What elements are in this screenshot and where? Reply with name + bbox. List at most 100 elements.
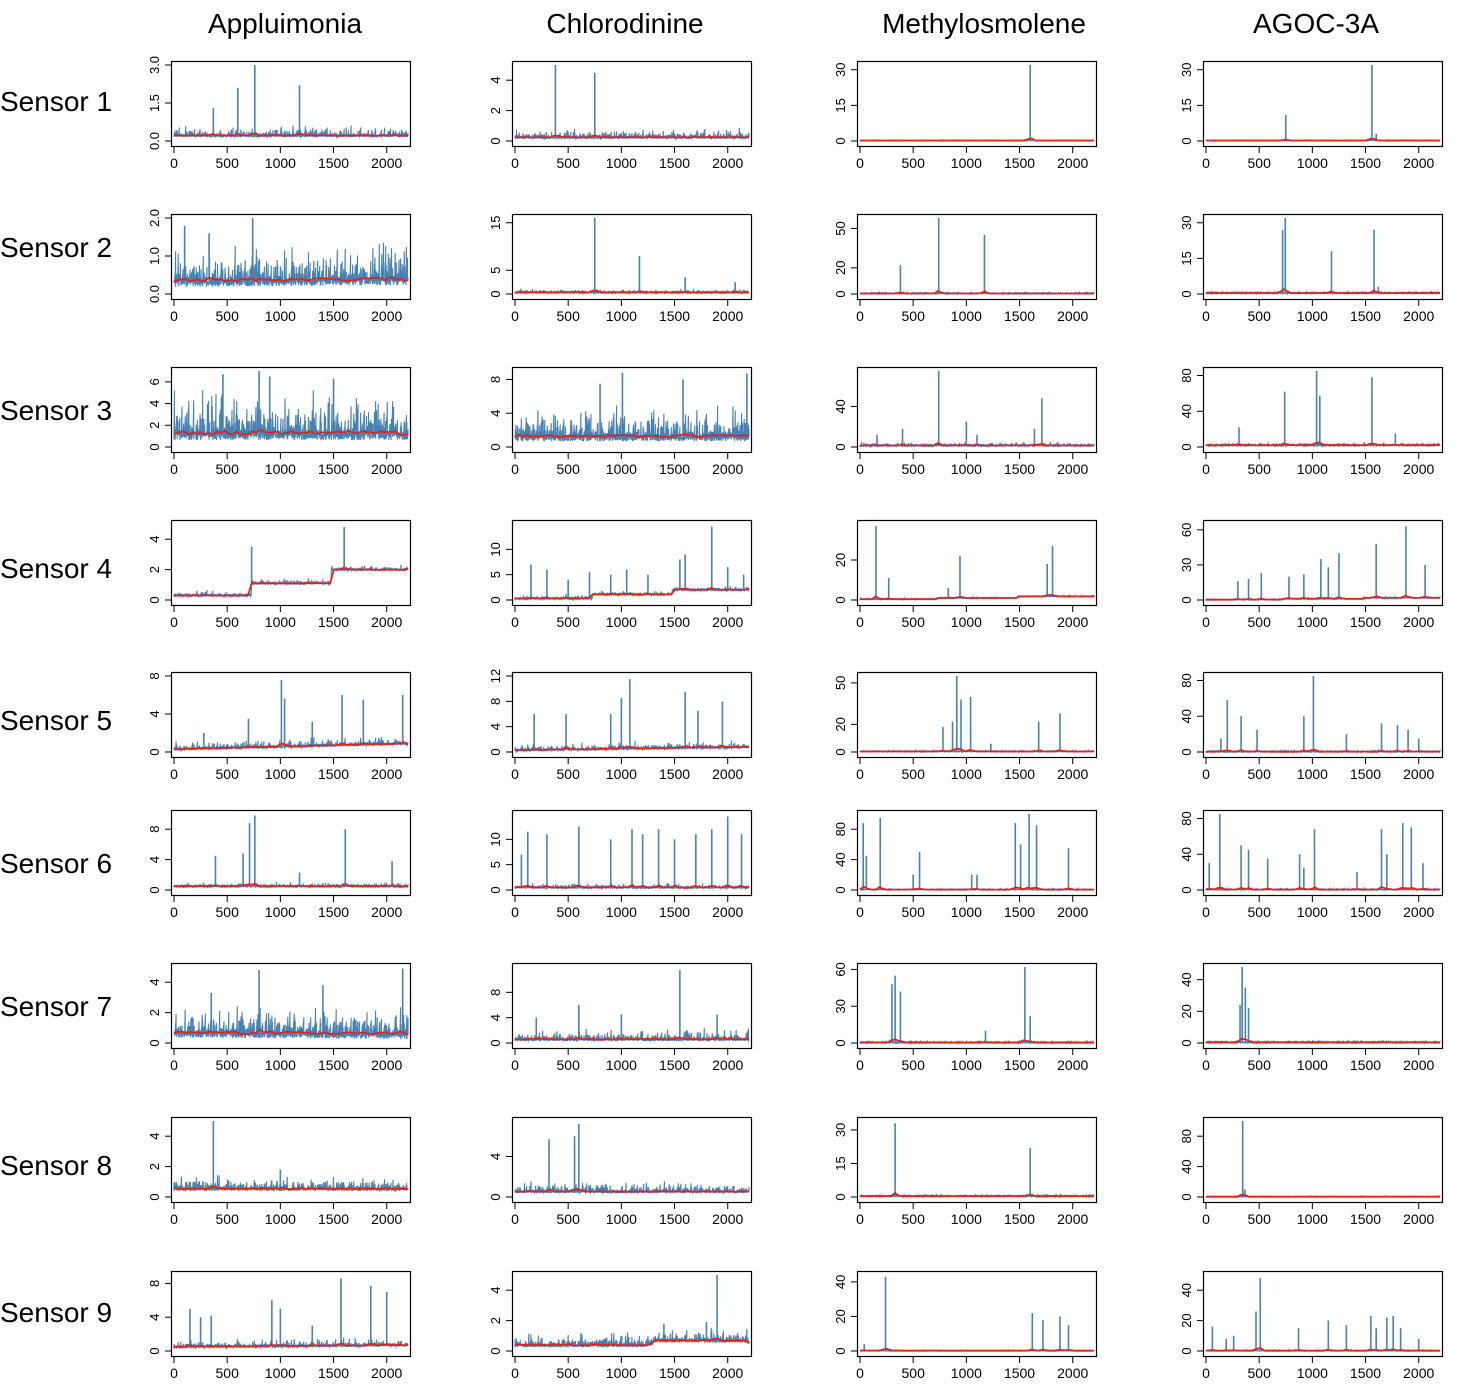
y-tick-label: 0 [1179, 443, 1194, 450]
x-tick-label: 2000 [712, 1365, 743, 1381]
x-tick-label: 1000 [1297, 1211, 1328, 1227]
y-tick-label: 2 [147, 566, 162, 573]
x-tick-label: 1500 [1350, 766, 1381, 782]
panel-frame [1202, 519, 1444, 607]
x-tick-label: 0 [1202, 1211, 1210, 1227]
x-tick-label: 2000 [1403, 461, 1434, 477]
x-tick-label: 1500 [659, 1211, 690, 1227]
column-header: Appluimonia [207, 8, 363, 39]
x-tick-label: 0 [170, 766, 178, 782]
line-panel: 0 15 30 0 500 1000 1500 2000 [833, 60, 1098, 171]
panel-frame [170, 213, 412, 301]
x-tick-label: 1500 [318, 155, 349, 171]
panel-frame [511, 60, 753, 148]
y-tick-label: 15 [488, 216, 503, 230]
y-tick-label: 40 [833, 1275, 848, 1289]
x-tick-label: 0 [856, 904, 864, 920]
line-panel: 0 20 40 0 500 1000 1500 2000 [1179, 1270, 1444, 1381]
y-tick-label: 40 [833, 852, 848, 866]
line-panel: 0.0 1.0 2.0 0 500 1000 1500 2000 [147, 209, 412, 324]
y-tick-label: 30 [833, 999, 848, 1013]
x-tick-label: 2000 [1057, 1211, 1088, 1227]
x-tick-label: 500 [1248, 614, 1272, 630]
y-tick-label: 0 [488, 443, 503, 450]
x-tick-label: 1000 [606, 1057, 637, 1073]
smoothed-series-line [1205, 748, 1440, 753]
y-tick-label: 4 [488, 1287, 503, 1294]
x-tick-label: 1000 [606, 766, 637, 782]
x-tick-label: 1000 [1297, 1365, 1328, 1381]
panel-frame [1202, 809, 1444, 897]
y-tick-label: 1.5 [147, 94, 162, 112]
x-tick-label: 1000 [265, 308, 296, 324]
x-tick-label: 500 [902, 308, 926, 324]
line-panel: 0 4 8 0 500 1000 1500 2000 [147, 671, 412, 782]
smoothed-series-line [514, 433, 750, 439]
x-tick-label: 2000 [1057, 766, 1088, 782]
y-tick-label: 0 [147, 886, 162, 893]
y-tick-label: 0 [1179, 1039, 1194, 1046]
x-tick-label: 1500 [1004, 461, 1035, 477]
x-tick-label: 1000 [606, 1211, 637, 1227]
x-tick-label: 1000 [606, 308, 637, 324]
x-tick-label: 1500 [659, 1365, 690, 1381]
y-tick-label: 2 [147, 1009, 162, 1016]
x-tick-label: 1500 [318, 1057, 349, 1073]
x-tick-label: 1500 [1004, 1365, 1035, 1381]
x-tick-label: 1000 [951, 904, 982, 920]
x-tick-label: 500 [216, 904, 240, 920]
y-tick-label: 40 [1179, 972, 1194, 986]
panel-frame [856, 366, 1098, 454]
x-tick-label: 1000 [606, 155, 637, 171]
x-tick-label: 2000 [371, 1211, 402, 1227]
panel-frame [1202, 1116, 1444, 1204]
x-tick-label: 0 [170, 614, 178, 630]
smoothed-series-line [860, 441, 1094, 447]
x-tick-label: 1500 [318, 1211, 349, 1227]
x-tick-label: 2000 [1403, 155, 1434, 171]
line-panel: 0 40 80 0 500 1000 1500 2000 [1179, 671, 1444, 782]
y-tick-label: 40 [1179, 847, 1194, 861]
x-tick-label: 1000 [265, 766, 296, 782]
panel-frame [170, 809, 412, 897]
x-tick-label: 2000 [1057, 155, 1088, 171]
x-tick-label: 2000 [712, 1057, 743, 1073]
x-tick-label: 1000 [265, 1211, 296, 1227]
x-tick-label: 500 [216, 461, 240, 477]
smoothed-series-line [860, 747, 1094, 753]
x-tick-label: 0 [856, 1057, 864, 1073]
y-tick-label: 8 [147, 826, 162, 833]
y-tick-label: 5 [488, 267, 503, 274]
y-tick-label: 2 [147, 1163, 162, 1170]
raw-series-line [514, 1327, 750, 1349]
line-panel: 0 4 8 0 500 1000 1500 2000 [147, 1270, 412, 1381]
x-tick-label: 0 [511, 766, 519, 782]
y-tick-label: 0 [1179, 596, 1194, 603]
x-tick-label: 500 [557, 904, 581, 920]
x-tick-label: 500 [216, 1211, 240, 1227]
x-tick-label: 2000 [1057, 1057, 1088, 1073]
x-tick-label: 1500 [1004, 308, 1035, 324]
x-tick-label: 2000 [712, 461, 743, 477]
panel-frame [856, 962, 1098, 1050]
x-tick-label: 1000 [951, 1211, 982, 1227]
x-tick-label: 500 [216, 766, 240, 782]
x-tick-label: 1000 [265, 614, 296, 630]
x-tick-label: 500 [902, 1057, 926, 1073]
y-tick-label: 0 [488, 886, 503, 893]
panel-frame [511, 809, 753, 897]
line-panel: 0 15 30 0 500 1000 1500 2000 [1179, 60, 1444, 171]
x-tick-label: 500 [902, 766, 926, 782]
y-tick-label: 0 [488, 1347, 503, 1354]
smoothed-series-line [173, 132, 409, 137]
y-tick-label: 8 [488, 376, 503, 383]
x-tick-label: 500 [557, 766, 581, 782]
y-tick-label: 0.0 [147, 285, 162, 303]
y-tick-label: 0 [1179, 137, 1194, 144]
x-tick-label: 1500 [1004, 766, 1035, 782]
x-tick-label: 500 [902, 1211, 926, 1227]
y-tick-label: 0 [147, 1347, 162, 1354]
x-tick-label: 1500 [1004, 614, 1035, 630]
